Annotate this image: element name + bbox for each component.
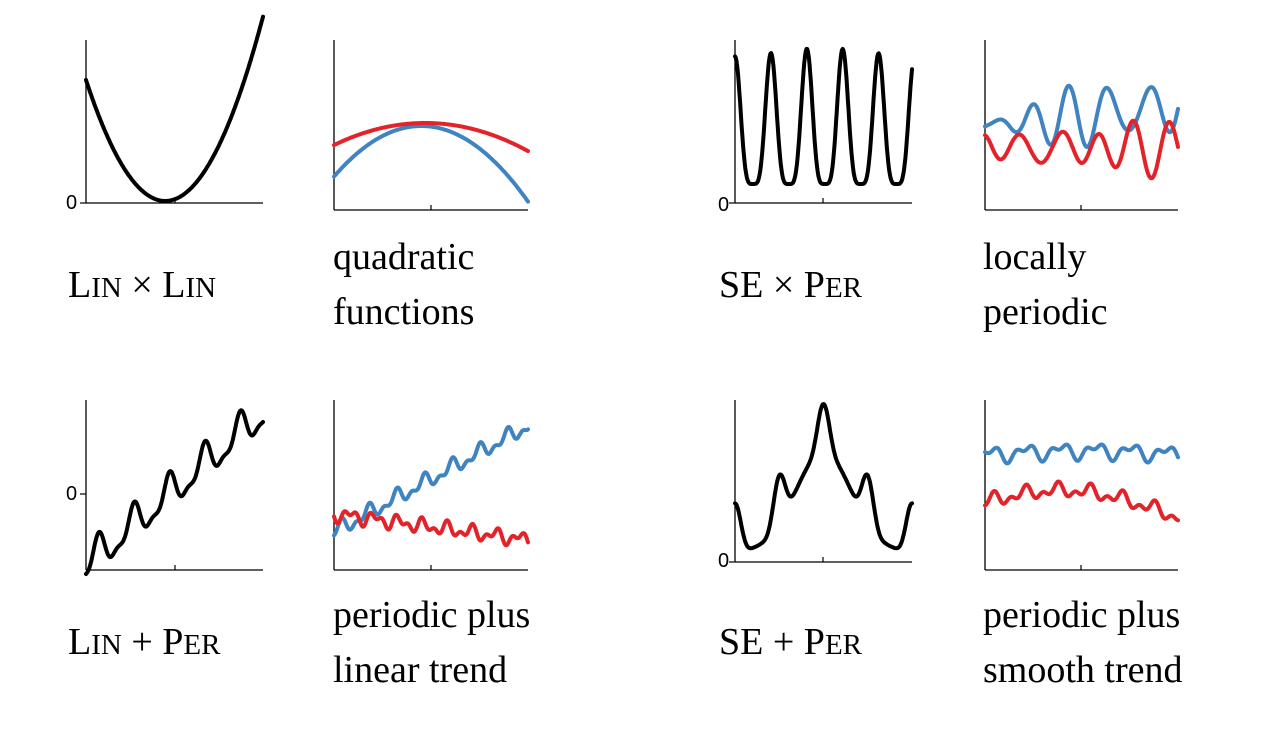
zero-tick-label: 0	[66, 192, 78, 214]
sample-curve-red	[332, 509, 530, 548]
description-line: periodic plus	[983, 594, 1181, 636]
zero-tick-label: 0	[718, 194, 730, 216]
sample-curve-red	[983, 118, 1180, 181]
kernel-curve	[733, 46, 914, 186]
description-line: locally	[983, 236, 1087, 278]
description-line: smooth trend	[983, 649, 1183, 691]
description-line: periodic	[983, 291, 1108, 333]
description-line: periodic plus	[333, 594, 531, 636]
sample-curve-red	[332, 121, 530, 154]
kernel-curve	[733, 402, 914, 551]
sample-curve-blue	[983, 442, 1180, 466]
kernel-label-se-x-per: SE × PER	[719, 264, 862, 306]
kernel-curve	[84, 14, 265, 203]
sample-curve-red	[983, 479, 1180, 523]
kernel-label-lin-x-lin: LIN × LIN	[68, 264, 217, 306]
kernel-label-se-plus-per: SE + PER	[719, 621, 862, 663]
zero-tick-label: 0	[718, 550, 730, 572]
sample-curve-blue	[332, 424, 530, 538]
sample-curve-blue	[332, 124, 530, 204]
description-line: functions	[333, 291, 475, 333]
sample-curve-blue	[983, 83, 1180, 150]
description-line: quadratic	[333, 236, 475, 278]
kernel-label-lin-plus-per: LIN + PER	[68, 621, 221, 663]
description-line: linear trend	[333, 649, 508, 691]
kernel-curve	[84, 408, 265, 576]
zero-tick-label: 0	[66, 483, 78, 505]
